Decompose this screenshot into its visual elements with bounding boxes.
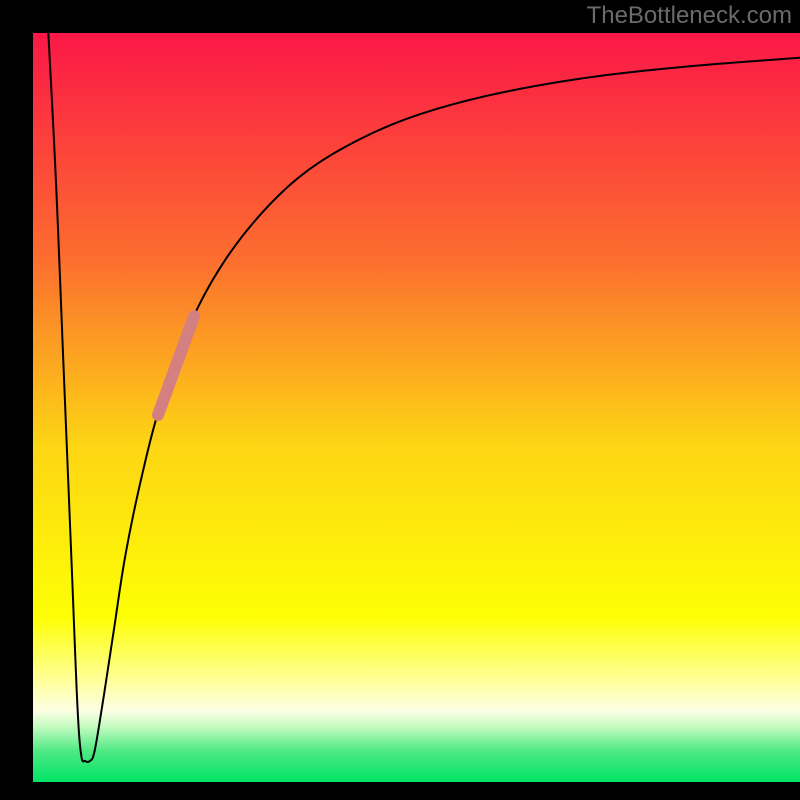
bottleneck-chart	[0, 0, 800, 800]
chart-container: TheBottleneck.com	[0, 0, 800, 800]
plot-background	[33, 33, 800, 782]
